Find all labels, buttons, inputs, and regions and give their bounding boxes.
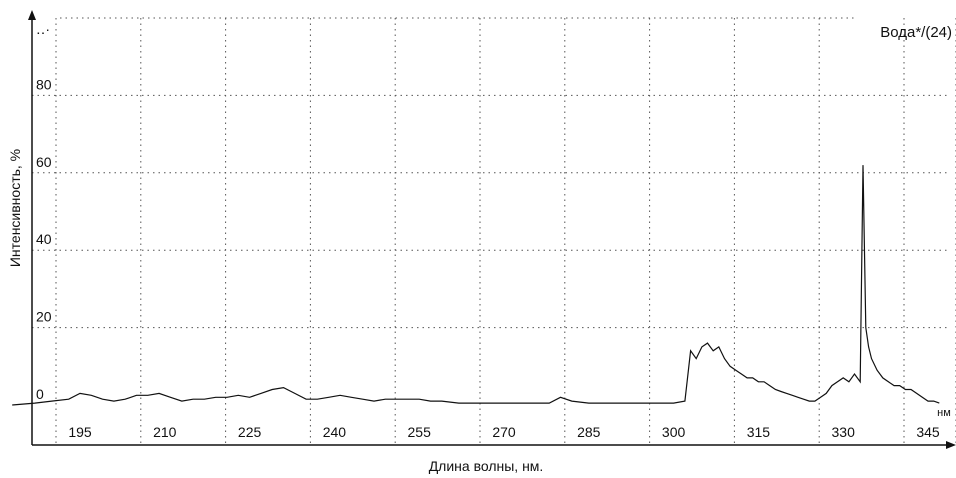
grid-lines bbox=[32, 17, 956, 445]
x-axis-arrow bbox=[946, 441, 956, 449]
x-tick-label-270: 270 bbox=[492, 424, 516, 440]
x-tick-label-330: 330 bbox=[832, 424, 856, 440]
axes bbox=[28, 10, 956, 449]
series-title: Вода*/(24) bbox=[880, 24, 952, 41]
x-tick-label-255: 255 bbox=[408, 424, 432, 440]
y-tick-label-20: 20 bbox=[36, 309, 52, 325]
x-tick-label-345: 345 bbox=[916, 424, 940, 440]
y-tick-label-40: 40 bbox=[36, 231, 52, 247]
x-tick-label-225: 225 bbox=[238, 424, 262, 440]
y-tick-label-80: 80 bbox=[36, 76, 52, 92]
x-tick-label-315: 315 bbox=[747, 424, 771, 440]
x-axis-title: Длина волны, нм. bbox=[429, 458, 544, 474]
tick-labels: 195 210 225 240 255 270 285 300 315 330 345 0 20 40 60… bbox=[36, 76, 940, 440]
y-top-label: ‥· bbox=[36, 21, 50, 37]
x-tick-label-300: 300 bbox=[662, 424, 686, 440]
x-tick-label-195: 195 bbox=[68, 424, 92, 440]
x-tick-label-240: 240 bbox=[323, 424, 347, 440]
y-axis-title: Интенсивность, % bbox=[7, 149, 23, 267]
y-tick-label-60: 60 bbox=[36, 154, 52, 170]
x-unit-label: нм bbox=[937, 407, 951, 419]
series-line bbox=[12, 165, 940, 406]
x-tick-label-210: 210 bbox=[153, 424, 177, 440]
y-tick-label-0: 0 bbox=[36, 386, 44, 402]
x-tick-label-285: 285 bbox=[577, 424, 601, 440]
y-axis-arrow bbox=[28, 10, 36, 20]
